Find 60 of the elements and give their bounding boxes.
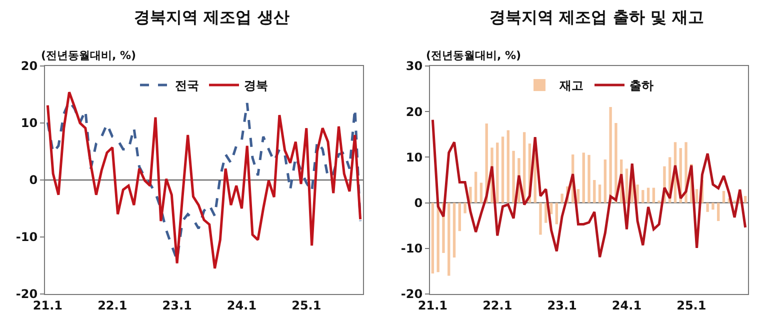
y-tick-label: -10	[400, 242, 423, 256]
bar	[609, 107, 612, 203]
bar	[695, 189, 698, 203]
bar	[560, 194, 564, 203]
bar	[506, 130, 510, 203]
x-tick-label: 25.1	[292, 298, 322, 312]
y-axis-title: (전년동월대비, %)	[426, 49, 522, 62]
bar	[642, 190, 644, 203]
legend-label: 전국	[175, 78, 199, 93]
legend-label: 경북	[244, 78, 268, 93]
legend-label: 출하	[630, 78, 654, 93]
bar	[496, 142, 499, 203]
bar	[469, 186, 472, 203]
bar	[452, 202, 456, 258]
line-series	[431, 118, 747, 258]
y-tick-label: 30	[406, 59, 423, 74]
bar	[458, 202, 461, 232]
x-tick-label: 24.1	[612, 298, 642, 312]
bar	[436, 202, 440, 272]
x-tick-label: 24.1	[226, 298, 257, 312]
x-tick-label: 22.1	[98, 298, 128, 312]
y-axis-title: (전년동월대비, %)	[41, 49, 136, 62]
y-tick-label: 20	[20, 59, 38, 74]
x-tick-label: 25.1	[676, 298, 706, 312]
bar	[544, 202, 548, 223]
bar	[744, 196, 747, 203]
bar	[652, 188, 656, 203]
bar	[474, 172, 478, 203]
bar	[706, 202, 709, 212]
bar	[604, 159, 607, 203]
bar	[576, 189, 580, 203]
bar	[431, 202, 434, 274]
bar	[717, 202, 720, 222]
bar	[448, 202, 450, 276]
bar	[646, 188, 650, 203]
y-tick-label: -10	[16, 230, 38, 244]
bar	[598, 184, 602, 203]
bar	[625, 168, 628, 203]
y-tick-label: 20	[406, 104, 423, 119]
x-tick-label: 23.1	[547, 298, 577, 312]
bar	[593, 180, 596, 203]
bar	[555, 202, 558, 224]
y-tick-label: 10	[406, 150, 423, 164]
bar	[582, 152, 585, 203]
bar	[588, 154, 590, 203]
chart-title: 경북지역 제조업 출하 및 재고	[490, 8, 704, 27]
legend-label: 재고	[558, 78, 584, 93]
x-tick-label: 23.1	[162, 298, 192, 312]
bar	[722, 190, 726, 203]
y-tick-label: 0	[414, 196, 423, 210]
bar	[480, 182, 483, 203]
chart-title: 경북지역 제조업 생산	[134, 8, 290, 27]
bar	[464, 202, 466, 214]
y-tick-label: 10	[20, 116, 38, 130]
bar	[539, 202, 542, 235]
bar	[501, 136, 504, 203]
bar	[712, 202, 714, 210]
x-tick-label: 22.1	[482, 298, 512, 312]
bar	[512, 150, 515, 203]
y-tick-label: 0	[29, 173, 38, 188]
